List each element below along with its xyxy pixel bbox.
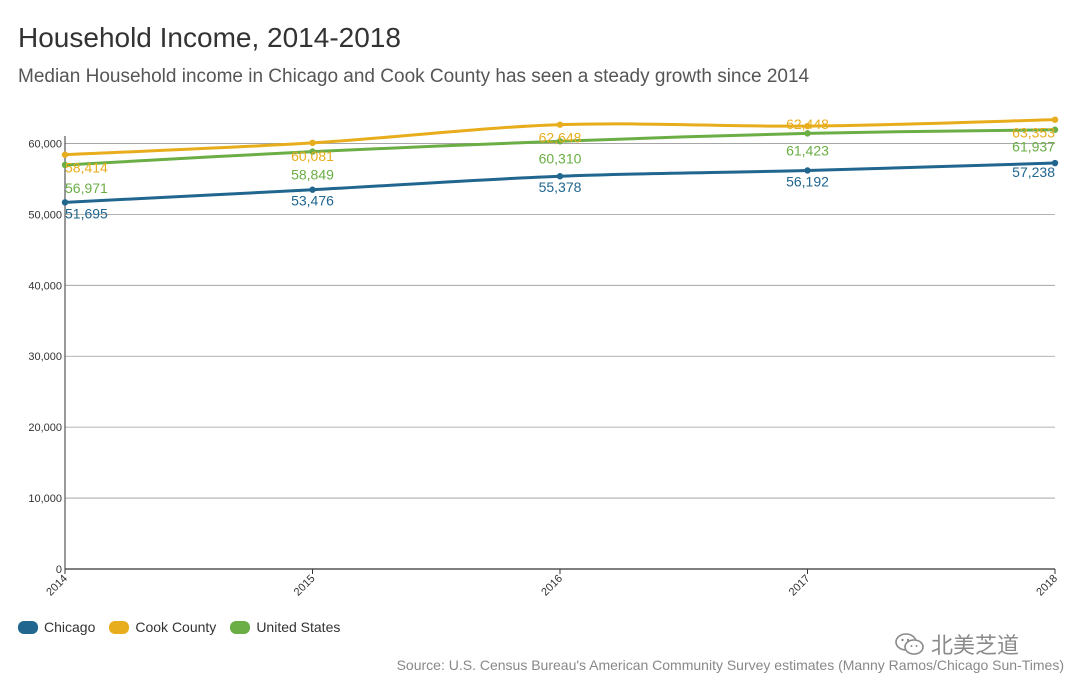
legend-swatch-cook-county xyxy=(109,620,130,634)
legend-swatch-chicago xyxy=(18,620,38,634)
watermark-text: 北美芝道 xyxy=(931,633,1020,658)
legend-label-cook-county: Cook County xyxy=(135,619,217,635)
data-point-united-states xyxy=(556,138,564,145)
data-point-chicago xyxy=(556,173,564,180)
x-tick-label: 2018 xyxy=(1034,573,1060,599)
data-label-chicago: 51,695 xyxy=(65,205,108,221)
data-point-cook-county xyxy=(61,151,69,158)
data-point-chicago xyxy=(1051,159,1059,167)
y-tick-label: 50,000 xyxy=(28,209,62,221)
data-label-united-states: 61,937 xyxy=(1012,139,1055,155)
data-label-united-states: 61,423 xyxy=(786,142,829,158)
legend-item-chicago[interactable]: Chicago xyxy=(18,619,95,635)
data-point-cook-county xyxy=(804,122,811,130)
data-point-cook-county xyxy=(309,139,316,147)
legend-item-cook-county[interactable]: Cook County xyxy=(109,619,216,635)
data-label-cook-county: 60,081 xyxy=(291,148,334,164)
y-tick-label: 0 xyxy=(56,564,62,576)
data-label-cook-county: 62,448 xyxy=(786,116,829,132)
data-label-united-states: 60,310 xyxy=(539,150,582,166)
legend-label-chicago: Chicago xyxy=(44,619,96,635)
data-label-cook-county: 58,414 xyxy=(65,160,108,176)
data-point-chicago xyxy=(309,186,316,193)
data-point-cook-county xyxy=(556,121,564,128)
data-point-chicago xyxy=(804,167,811,174)
x-tick-label: 2017 xyxy=(787,573,813,599)
data-label-chicago: 56,192 xyxy=(786,173,829,189)
data-point-united-states xyxy=(804,130,811,137)
x-tick-label: 2015 xyxy=(292,573,318,599)
y-tick-label: 30,000 xyxy=(28,351,62,363)
legend: Chicago Cook County United States xyxy=(18,619,340,635)
legend-label-united-states: United States xyxy=(256,619,341,635)
data-label-chicago: 55,378 xyxy=(539,179,582,195)
y-tick-label: 20,000 xyxy=(28,422,62,434)
chart-subtitle: Median Household income in Chicago and C… xyxy=(18,66,810,87)
data-label-chicago: 53,476 xyxy=(291,193,334,209)
data-point-cook-county xyxy=(1051,116,1059,123)
source-note: Source: U.S. Census Bureau's American Co… xyxy=(396,657,1064,673)
watermark: 北美芝道 xyxy=(895,628,1019,660)
data-point-united-states xyxy=(1051,126,1059,133)
y-tick-label: 60,000 xyxy=(28,138,62,150)
x-tick-label: 2016 xyxy=(539,573,565,599)
wechat-icon xyxy=(895,633,924,655)
data-point-united-states xyxy=(61,161,69,169)
chart-title: Household Income, 2014-2018 xyxy=(18,22,401,53)
y-tick-label: 40,000 xyxy=(28,280,62,292)
data-label-cook-county: 62,648 xyxy=(539,130,582,146)
y-tick-label: 10,000 xyxy=(28,493,62,505)
data-label-united-states: 56,971 xyxy=(65,180,108,196)
legend-swatch-united-states xyxy=(230,620,251,634)
data-label-united-states: 58,849 xyxy=(291,167,334,183)
data-label-cook-county: 63,353 xyxy=(1012,125,1055,141)
legend-item-united-states[interactable]: United States xyxy=(230,619,340,635)
data-point-united-states xyxy=(309,148,316,155)
x-tick-label: 2014 xyxy=(44,573,70,599)
data-point-chicago xyxy=(61,199,69,206)
data-label-chicago: 57,238 xyxy=(1012,164,1055,180)
